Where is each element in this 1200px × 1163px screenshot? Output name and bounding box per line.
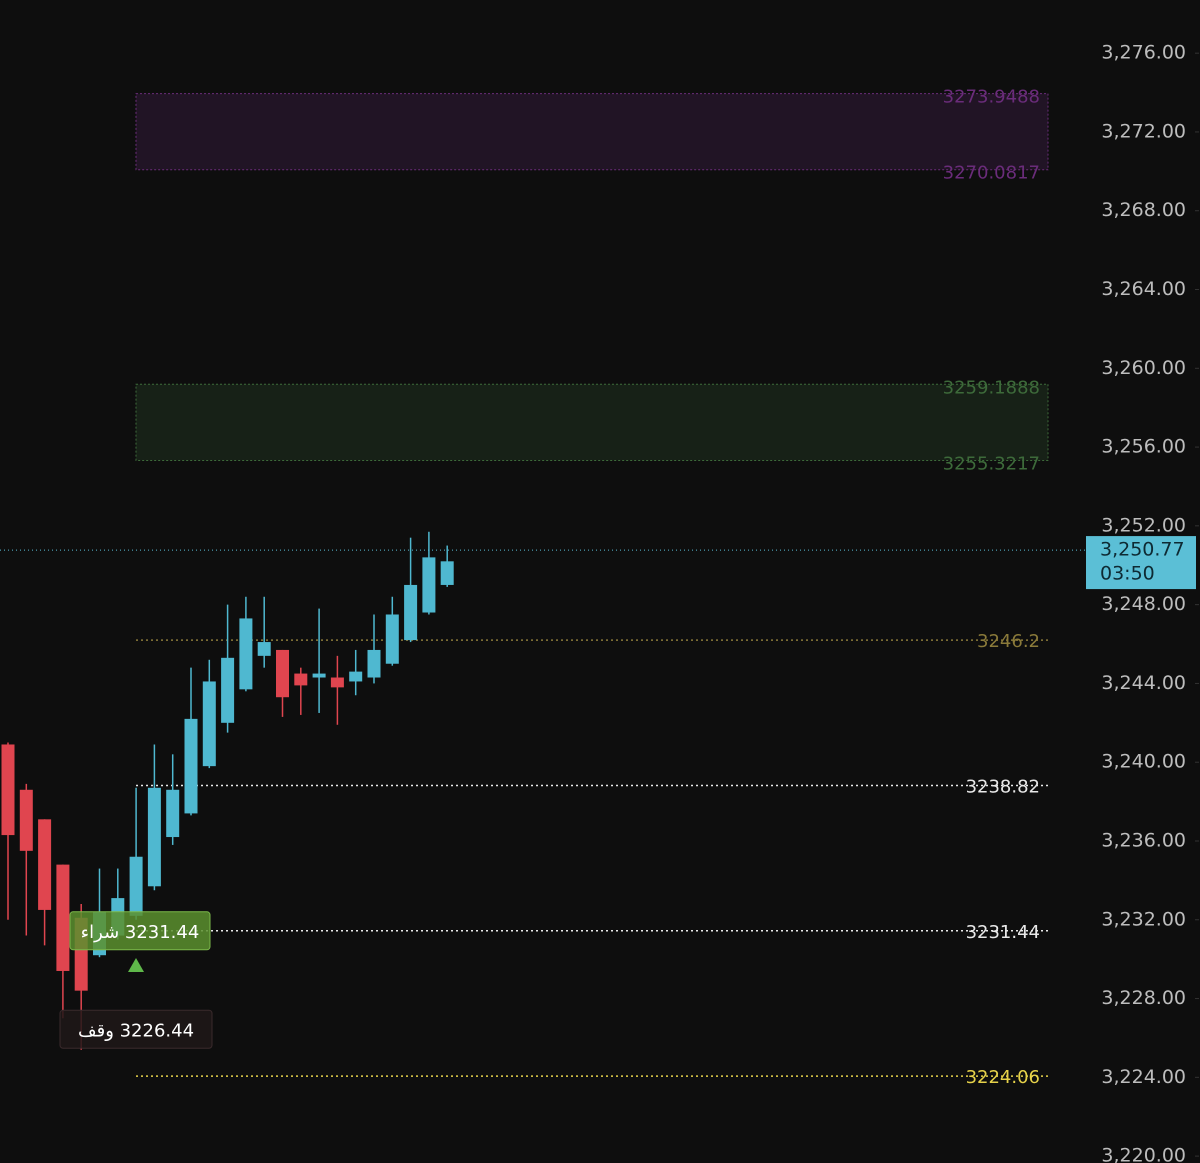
candle-body xyxy=(330,677,344,688)
candle-body xyxy=(147,787,161,887)
y-tick-label: 3,264.00 xyxy=(1101,278,1186,300)
candle-body xyxy=(440,561,454,585)
y-tick-label: 3,252.00 xyxy=(1101,514,1186,536)
zone-label: 3273.9488 xyxy=(943,87,1040,108)
y-tick-label: 3,240.00 xyxy=(1101,751,1186,773)
level-label: 3231.44 xyxy=(966,922,1040,943)
candle-body xyxy=(166,789,180,838)
candle-body xyxy=(184,718,198,814)
candle-body xyxy=(367,649,381,678)
candle-body xyxy=(56,864,70,971)
level-label: 3238.82 xyxy=(966,776,1040,797)
candle-body xyxy=(349,671,363,682)
order-box xyxy=(69,911,211,951)
current-price-box xyxy=(1086,536,1196,590)
buy-marker xyxy=(128,958,144,972)
candle-body xyxy=(404,584,418,641)
order-label: 3231.44 شراء xyxy=(81,922,200,943)
y-tick-label: 3,232.00 xyxy=(1101,908,1186,930)
candle-body xyxy=(294,673,308,686)
candle-body xyxy=(19,789,33,851)
y-tick-label: 3,248.00 xyxy=(1101,593,1186,615)
candle-body xyxy=(239,618,253,690)
level-label: 3246.2 xyxy=(977,631,1040,652)
y-tick-label: 3,228.00 xyxy=(1101,987,1186,1009)
y-tick-label: 3,272.00 xyxy=(1101,120,1186,142)
candle-body xyxy=(422,557,436,613)
y-tick-label: 3,244.00 xyxy=(1101,672,1186,694)
y-tick-label: 3,268.00 xyxy=(1101,199,1186,221)
y-tick-label: 3,224.00 xyxy=(1101,1066,1186,1088)
y-tick-label: 3,236.00 xyxy=(1101,829,1186,851)
zone-label: 3259.1888 xyxy=(943,377,1040,398)
candle-body xyxy=(385,614,399,664)
candle-body xyxy=(38,819,52,910)
order-box xyxy=(59,1009,213,1049)
y-tick-label: 3,220.00 xyxy=(1101,1145,1186,1163)
current-time-label: 03:50 xyxy=(1100,563,1155,585)
order-label: 3226.44 وقف xyxy=(78,1020,194,1041)
candle-body xyxy=(312,673,326,678)
zone-label: 3270.0817 xyxy=(943,163,1040,184)
candle-body xyxy=(276,649,289,698)
y-tick-label: 3,260.00 xyxy=(1101,357,1186,379)
zone-label: 3255.3217 xyxy=(943,453,1040,474)
candle-body xyxy=(257,642,271,656)
candle-body xyxy=(202,681,216,767)
candle-body xyxy=(221,657,235,723)
zone xyxy=(135,383,1049,461)
zone xyxy=(135,93,1049,171)
current-price-label: 3,250.77 xyxy=(1100,539,1185,561)
level-label: 3224.06 xyxy=(966,1067,1040,1088)
y-tick-label: 3,256.00 xyxy=(1101,436,1186,458)
candle-body xyxy=(1,744,15,836)
candle-body xyxy=(129,856,143,916)
y-tick-label: 3,276.00 xyxy=(1101,42,1186,64)
